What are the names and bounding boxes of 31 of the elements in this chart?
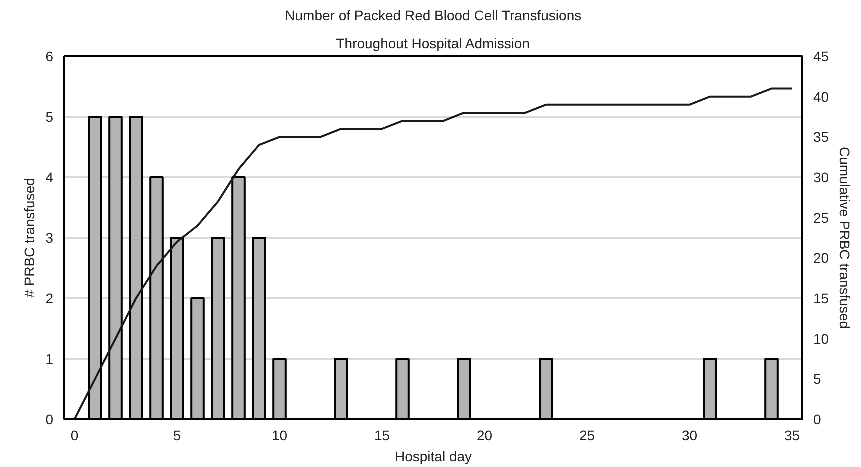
y-tick-label: 1 [46,351,54,367]
x-tick-label: 0 [70,428,79,444]
x-tick-label: 5 [173,428,182,444]
x-tick-label: 30 [682,428,698,444]
y2-tick-label: 5 [814,371,822,388]
y2-axis-title: Cumulative PRBC transfused [837,146,854,330]
x-tick-label: 20 [476,428,493,444]
y-tick-label: 3 [46,230,54,246]
y-tick-label: 4 [46,170,54,186]
y2-tick-label: 25 [814,210,830,226]
y2-tick-label: 40 [814,88,830,105]
y2-tick-label: 45 [814,48,830,64]
y2-tick-label: 0 [814,412,822,428]
x-tick-label: 25 [579,428,596,444]
y-tick-label: 6 [46,48,54,64]
y-tick-label: 0 [46,412,54,428]
y-tick-label: 2 [46,290,54,306]
chart-subtitle: Throughout Hospital Admission [336,36,530,52]
y2-tick-label: 35 [814,129,830,146]
y2-tick-label: 10 [814,330,830,347]
y2-tick-label: 30 [814,170,830,186]
y-axis-title: # PRBC transfused [22,178,38,298]
x-axis-title: Hospital day [394,448,472,464]
chart-title: Number of Packed Red Blood Cell Transfusions [285,8,582,24]
y2-tick-label: 15 [814,290,830,306]
line-series [74,88,794,420]
x-tick-label: 10 [272,428,288,444]
y-tick-label: 5 [46,109,54,125]
x-tick-label: 35 [784,428,800,444]
y2-tick-label: 20 [814,250,830,266]
x-tick-label: 15 [374,428,390,444]
